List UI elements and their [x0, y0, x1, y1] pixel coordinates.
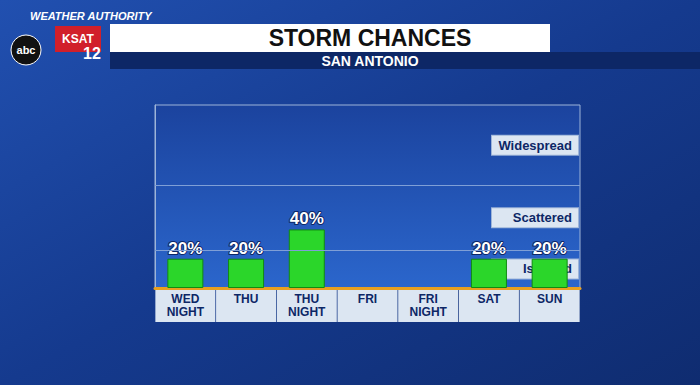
svg-text:abc: abc	[17, 44, 36, 56]
svg-text:20%: 20%	[229, 239, 263, 258]
svg-text:20%: 20%	[168, 239, 202, 258]
svg-text:THU: THU	[234, 292, 259, 306]
svg-text:WED: WED	[171, 292, 199, 306]
svg-text:FRI: FRI	[358, 292, 377, 306]
svg-text:NIGHT: NIGHT	[410, 305, 448, 319]
svg-text:THU: THU	[294, 292, 319, 306]
svg-text:20%: 20%	[533, 239, 567, 258]
svg-text:20%: 20%	[472, 239, 506, 258]
svg-text:WEATHER AUTHORITY: WEATHER AUTHORITY	[30, 10, 153, 22]
svg-text:SAN ANTONIO: SAN ANTONIO	[321, 53, 418, 69]
svg-text:Scattered: Scattered	[513, 210, 572, 225]
svg-text:STORM CHANCES: STORM CHANCES	[269, 25, 472, 51]
svg-text:KSAT: KSAT	[62, 32, 94, 46]
svg-text:40%: 40%	[290, 209, 324, 228]
svg-text:SAT: SAT	[477, 292, 501, 306]
svg-text:FRI: FRI	[419, 292, 438, 306]
svg-text:NIGHT: NIGHT	[167, 305, 205, 319]
svg-text:12: 12	[83, 45, 101, 62]
svg-text:SUN: SUN	[537, 292, 562, 306]
svg-text:Widespread: Widespread	[498, 138, 572, 153]
svg-text:NIGHT: NIGHT	[288, 305, 326, 319]
